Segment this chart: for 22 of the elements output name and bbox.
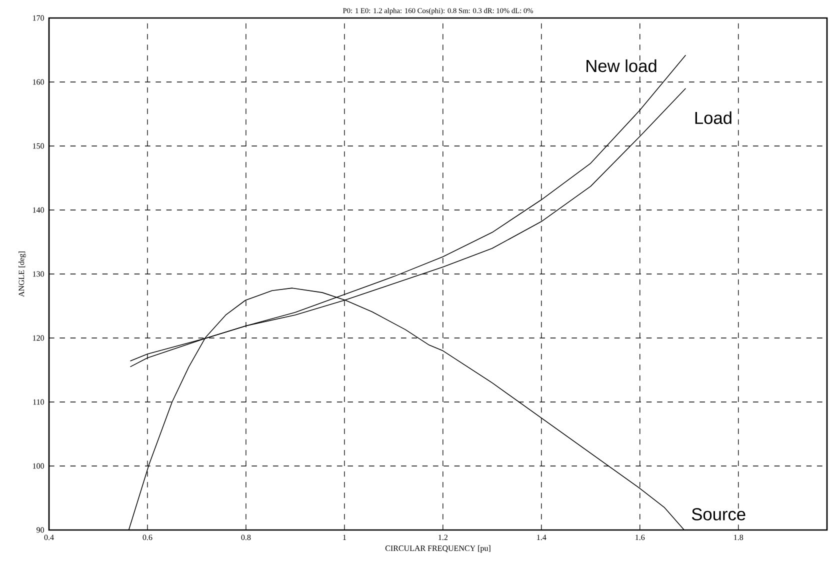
x-tick-label: 0.8 xyxy=(241,534,251,540)
series-label: Source xyxy=(692,508,746,520)
y-tick-label: 160 xyxy=(33,79,44,85)
y-tick-label: 170 xyxy=(33,15,44,21)
y-tick-label: 130 xyxy=(33,271,44,277)
y-tick-label: 110 xyxy=(33,399,44,405)
x-axis-title: CIRCULAR FREQUENCY [pu] xyxy=(385,545,490,553)
x-tick-label: 1.2 xyxy=(438,534,448,540)
series-label: Load xyxy=(695,111,732,124)
x-tick-label: 0.4 xyxy=(44,534,54,540)
series-label: New load xyxy=(586,59,656,72)
y-axis-title: ANGLE [deg] xyxy=(18,252,26,297)
x-tick-label: 1.6 xyxy=(636,534,645,540)
y-tick-label: 120 xyxy=(33,335,44,341)
y-tick-label: 150 xyxy=(33,143,44,149)
y-tick-label: 90 xyxy=(36,527,44,533)
x-tick-label: 1.4 xyxy=(537,534,546,540)
x-tick-label: 0.6 xyxy=(142,534,152,540)
y-tick-label: 100 xyxy=(33,463,44,469)
x-tick-label: 1.8 xyxy=(734,534,744,540)
x-tick-label: 1 xyxy=(343,534,346,540)
y-tick-label: 140 xyxy=(33,207,44,213)
